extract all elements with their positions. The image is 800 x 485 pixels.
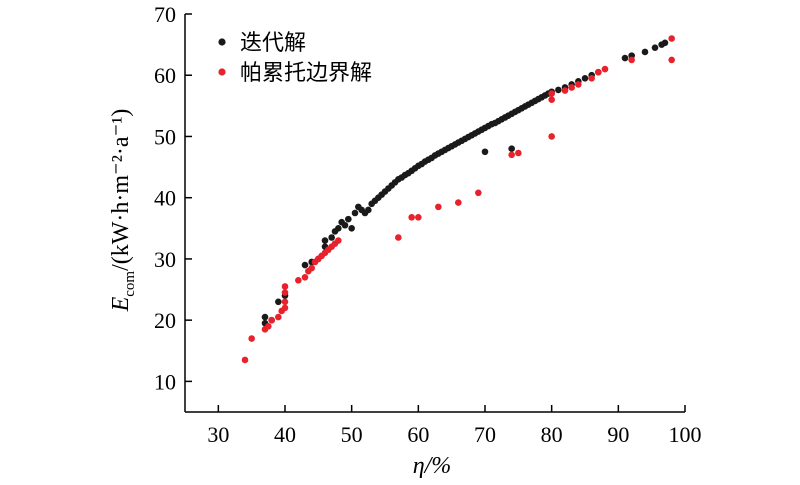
legend-marker-series-1 bbox=[218, 38, 226, 46]
data-point-series-2 bbox=[455, 199, 462, 206]
y-tick-label: 40 bbox=[154, 186, 176, 211]
ticks: 30 40 50 60 70 80 90 100 10 20 30 40 50 60 70 bbox=[154, 2, 702, 447]
data-point-series-1 bbox=[651, 44, 659, 51]
x-tick-label: 100 bbox=[669, 422, 702, 447]
data-point-series-1 bbox=[345, 215, 352, 223]
y-axis-title-symbol: E bbox=[108, 296, 134, 312]
data-point-series-2 bbox=[281, 283, 289, 290]
x-tick-label: 90 bbox=[607, 422, 629, 447]
y-tick-label: 60 bbox=[154, 63, 176, 88]
y-tick-label: 20 bbox=[154, 308, 176, 333]
data-point-series-2 bbox=[335, 237, 342, 244]
data-point-series-2 bbox=[588, 74, 595, 82]
legend-marker-series-2 bbox=[218, 68, 226, 76]
y-tick-label: 50 bbox=[154, 124, 176, 149]
data-point-series-1 bbox=[508, 145, 515, 153]
y-axis-title-subscript: com bbox=[122, 271, 138, 297]
data-point-series-2 bbox=[508, 151, 515, 159]
y-tick-label: 30 bbox=[154, 247, 176, 272]
data-point-series-1 bbox=[351, 209, 359, 217]
data-point-series-1 bbox=[275, 298, 282, 306]
data-point-series-2 bbox=[281, 289, 289, 296]
data-point-series-2 bbox=[548, 133, 555, 140]
x-tick-label: 30 bbox=[207, 422, 229, 447]
data-point-series-1 bbox=[641, 48, 649, 56]
data-point-series-2 bbox=[265, 322, 272, 330]
data-point-series-2 bbox=[301, 273, 309, 281]
data-point-series-2 bbox=[568, 84, 575, 91]
data-point-series-2 bbox=[561, 87, 569, 94]
data-point-series-1 bbox=[341, 221, 349, 229]
data-point-series-2 bbox=[281, 298, 289, 306]
data-point-series-2 bbox=[668, 35, 675, 42]
data-point-series-1 bbox=[365, 206, 372, 214]
data-point-series-1 bbox=[581, 74, 589, 82]
x-tick-label: 40 bbox=[274, 422, 296, 447]
y-tick-label: 70 bbox=[154, 2, 176, 27]
data-point-series-1 bbox=[335, 225, 342, 232]
data-point-series-2 bbox=[281, 304, 289, 312]
data-point-series-1 bbox=[555, 86, 562, 94]
data-point-series-2 bbox=[575, 81, 582, 88]
data-point-series-1 bbox=[621, 54, 629, 62]
data-point-series-2 bbox=[275, 313, 282, 321]
data-point-series-2 bbox=[628, 56, 635, 64]
data-point-series-2 bbox=[241, 356, 249, 364]
x-tick-label: 50 bbox=[341, 422, 363, 447]
x-tick-label: 60 bbox=[407, 422, 429, 447]
data-point-series-1 bbox=[301, 261, 309, 269]
data-points bbox=[241, 35, 675, 364]
data-point-series-2 bbox=[548, 96, 555, 104]
data-point-series-2 bbox=[668, 56, 675, 64]
x-tick-label: 70 bbox=[474, 422, 496, 447]
data-point-series-1 bbox=[661, 39, 669, 47]
y-axis-title-unit: /(kW·h·m⁻²·a⁻¹) bbox=[108, 109, 134, 271]
data-point-series-1 bbox=[348, 225, 355, 232]
y-axis-title: Ecom/(kW·h·m⁻²·a⁻¹) bbox=[108, 109, 138, 313]
y-tick-label: 10 bbox=[154, 369, 176, 394]
data-point-series-2 bbox=[515, 149, 522, 157]
data-point-series-2 bbox=[601, 65, 609, 73]
data-point-series-1 bbox=[481, 148, 489, 156]
data-point-series-2 bbox=[268, 316, 275, 324]
data-point-series-2 bbox=[548, 90, 555, 97]
data-point-series-2 bbox=[395, 234, 402, 241]
legend-label-series-2: 帕累托边界解 bbox=[240, 61, 372, 86]
data-point-series-2 bbox=[408, 213, 415, 221]
x-axis-title-symbol: η/% bbox=[413, 453, 452, 479]
data-point-series-2 bbox=[295, 277, 302, 284]
data-point-series-2 bbox=[308, 264, 315, 272]
data-point-series-1 bbox=[328, 234, 335, 241]
legend-label-series-1: 迭代解 bbox=[240, 31, 306, 56]
x-axis-title: η/% bbox=[413, 453, 452, 479]
data-point-series-1 bbox=[261, 313, 269, 321]
data-point-series-2 bbox=[415, 213, 422, 221]
data-point-series-1 bbox=[321, 237, 329, 244]
axes bbox=[184, 14, 685, 413]
data-point-series-2 bbox=[475, 189, 482, 197]
data-point-series-2 bbox=[435, 203, 442, 211]
x-tick-label: 80 bbox=[541, 422, 563, 447]
data-point-series-2 bbox=[248, 335, 255, 342]
data-point-series-2 bbox=[595, 68, 602, 76]
